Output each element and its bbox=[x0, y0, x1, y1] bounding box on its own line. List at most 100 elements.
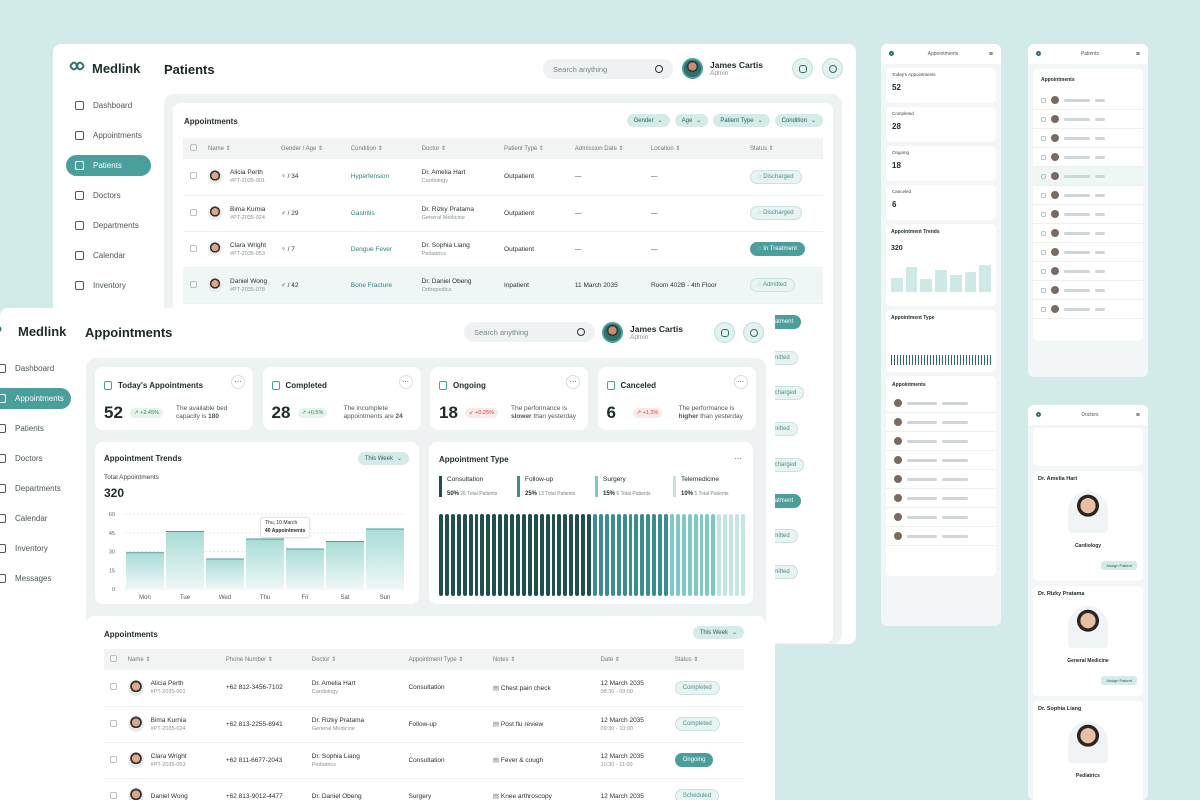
table-row[interactable]: Alicia Perth #PT-2035-001 ♀ / 34 Hypertensi… bbox=[183, 159, 823, 196]
notification-icon[interactable] bbox=[714, 322, 735, 343]
list-item[interactable] bbox=[1033, 110, 1143, 129]
menu-icon[interactable]: ≡ bbox=[1135, 50, 1140, 58]
list-item[interactable] bbox=[1033, 224, 1143, 243]
row-checkbox[interactable] bbox=[190, 172, 197, 180]
type-pct: 25% bbox=[525, 491, 538, 497]
more-options-icon[interactable]: ⋯ bbox=[734, 456, 742, 463]
row-checkbox[interactable] bbox=[190, 208, 197, 216]
search-input[interactable]: Search anything bbox=[464, 322, 595, 342]
settings-gear-icon[interactable] bbox=[743, 322, 764, 343]
table-row[interactable]: Alicia Perth #PT-2035-001 +62 812-3456-710… bbox=[104, 670, 744, 707]
row-checkbox[interactable] bbox=[190, 244, 197, 252]
more-options-icon[interactable]: ⋯ bbox=[398, 375, 413, 389]
trends-period-select[interactable]: This Week ⌄ bbox=[357, 452, 409, 465]
sidebar-item-appointments[interactable]: Appointments bbox=[0, 388, 71, 409]
sidebar-item-departments[interactable]: Departments bbox=[66, 215, 151, 236]
app-logo[interactable]: Medlink bbox=[0, 323, 66, 339]
sidebar-item-dashboard[interactable]: Dashboard bbox=[0, 358, 71, 379]
sidebar-item-calendar[interactable]: Calendar bbox=[66, 245, 151, 266]
stat-card-canceled: Canceled ⋯ 6 ↗ +1.3% The performance is high… bbox=[597, 367, 756, 430]
column-location[interactable]: Location ⇕ bbox=[650, 138, 750, 159]
filter-age[interactable]: Age ⌄ bbox=[674, 114, 709, 127]
column-patient-type[interactable]: Patient Type ⇕ bbox=[504, 138, 575, 159]
column-doctor[interactable]: Doctor ⇕ bbox=[421, 138, 505, 159]
doctor-card[interactable]: Dr. Amelia Hart Cardiology Assign Patient bbox=[1033, 471, 1143, 581]
doctor-name: Dr. Rizky Pratama bbox=[421, 205, 475, 213]
column-name[interactable]: Name ⇕ bbox=[208, 138, 281, 159]
column-name[interactable]: Name ⇕ bbox=[127, 649, 226, 670]
appts-period-select[interactable]: This Week ⌄ bbox=[692, 626, 744, 639]
table-row[interactable]: Clara Wright #PT-2035-053 ♀ / 7 Dengue Feve… bbox=[183, 231, 823, 268]
sidebar-item-calendar[interactable]: Calendar bbox=[0, 508, 71, 529]
sidebar-item-appointments[interactable]: Appointments bbox=[66, 125, 151, 146]
doctor-card[interactable]: Dr. Sophia Liang Pediatrics bbox=[1033, 701, 1143, 800]
notification-icon[interactable] bbox=[792, 58, 813, 79]
sidebar-item-doctors[interactable]: Doctors bbox=[0, 448, 71, 469]
column-phone-number[interactable]: Phone Number ⇕ bbox=[225, 649, 312, 670]
sidebar-item-patients[interactable]: Patients bbox=[0, 418, 71, 439]
user-profile[interactable]: James Cartis Admin bbox=[602, 322, 683, 343]
row-checkbox[interactable] bbox=[190, 280, 197, 288]
more-options-icon[interactable]: ⋯ bbox=[231, 375, 245, 389]
user-profile[interactable]: James Cartis Admin bbox=[682, 58, 763, 79]
menu-icon[interactable]: ≡ bbox=[1135, 411, 1140, 419]
column-appointment-type[interactable]: Appointment Type ⇕ bbox=[408, 649, 493, 670]
list-item[interactable] bbox=[1033, 167, 1143, 186]
doctor-card[interactable]: Dr. Rizky Pratama General Medicine Assign … bbox=[1033, 586, 1143, 696]
table-row[interactable]: Bima Kurnia #PT-2035-024 ♂ / 29 Gastritis Dr… bbox=[183, 195, 823, 232]
doctor-dept: Cardiology bbox=[311, 689, 339, 696]
filter-condition[interactable]: Condition ⌄ bbox=[774, 114, 823, 127]
location: — bbox=[650, 231, 750, 268]
table-row[interactable]: Daniel Wong #PT-2035-078 ♂ / 42 Bone Fractu… bbox=[183, 267, 823, 304]
sidebar-item-departments[interactable]: Departments bbox=[0, 478, 71, 499]
column-gender-age[interactable]: Gender / Age ⇕ bbox=[280, 138, 351, 159]
sidebar-item-dashboard[interactable]: Dashboard bbox=[66, 95, 151, 116]
list-item[interactable] bbox=[1033, 205, 1143, 224]
filter-patient-type[interactable]: Patient Type ⌄ bbox=[713, 114, 770, 127]
list-item[interactable] bbox=[1033, 243, 1143, 262]
list-item[interactable] bbox=[1033, 129, 1143, 148]
more-options-icon[interactable]: ⋯ bbox=[566, 375, 580, 389]
sidebar-item-patients[interactable]: Patients bbox=[66, 155, 151, 176]
column-doctor[interactable]: Doctor ⇕ bbox=[311, 649, 409, 670]
sidebar-item-inventory[interactable]: Inventory bbox=[0, 538, 71, 559]
menu-icon[interactable]: ≡ bbox=[988, 50, 993, 58]
more-options-icon[interactable]: ⋯ bbox=[733, 375, 748, 389]
search-input[interactable]: Search anything bbox=[543, 59, 673, 79]
doctor-name: Dr. Amelia Hart bbox=[421, 169, 466, 177]
table-row[interactable]: Clara Wright #PT-2035-053 +62 811-6677-204… bbox=[104, 742, 744, 779]
row-checkbox[interactable] bbox=[110, 791, 117, 799]
column-notes[interactable]: Notes ⇕ bbox=[492, 649, 601, 670]
status-badge: ◌ In Treatment bbox=[749, 242, 805, 256]
list-item[interactable] bbox=[1033, 281, 1143, 300]
table-row[interactable]: Daniel Wong +62 813-9012-4477 Dr. Daniel O… bbox=[104, 778, 744, 800]
list-item[interactable] bbox=[1033, 262, 1143, 281]
sidebar-item-doctors[interactable]: Doctors bbox=[66, 185, 151, 206]
admission-date: 11 March 2035 bbox=[574, 267, 651, 304]
column-admission-date[interactable]: Admission Date ⇕ bbox=[574, 138, 651, 159]
app-logo[interactable]: Medlink bbox=[68, 60, 140, 76]
column-condition[interactable]: Condition ⇕ bbox=[350, 138, 422, 159]
sidebar-item-inventory[interactable]: Inventory bbox=[66, 275, 151, 296]
sidebar-item-messages[interactable]: Messages bbox=[0, 568, 71, 589]
row-checkbox[interactable] bbox=[110, 719, 117, 727]
column-status[interactable]: Status ⇕ bbox=[749, 138, 823, 159]
list-item[interactable] bbox=[1033, 91, 1143, 110]
filter-gender[interactable]: Gender ⌄ bbox=[626, 114, 670, 127]
select-all-checkbox[interactable] bbox=[110, 655, 117, 662]
row-checkbox[interactable] bbox=[110, 683, 117, 691]
list-item[interactable] bbox=[1033, 186, 1143, 205]
assign-patient-button[interactable]: Assign Patient bbox=[1101, 561, 1137, 570]
type-distribution-bars bbox=[439, 514, 745, 596]
list-item[interactable] bbox=[1033, 300, 1143, 319]
list-item[interactable] bbox=[1033, 148, 1143, 167]
row-checkbox[interactable] bbox=[110, 755, 117, 763]
column-date[interactable]: Date ⇕ bbox=[600, 649, 675, 670]
doctor-dept: General Medicine bbox=[1067, 658, 1109, 664]
column-status[interactable]: Status ⇕ bbox=[674, 649, 744, 670]
type-bar bbox=[616, 514, 621, 596]
assign-patient-button[interactable]: Assign Patient bbox=[1101, 676, 1137, 685]
table-row[interactable]: Bima Kurnia #PT-2035-024 +62 813-2255-8941… bbox=[104, 706, 744, 743]
settings-gear-icon[interactable] bbox=[822, 58, 843, 79]
select-all-checkbox[interactable] bbox=[190, 144, 197, 151]
